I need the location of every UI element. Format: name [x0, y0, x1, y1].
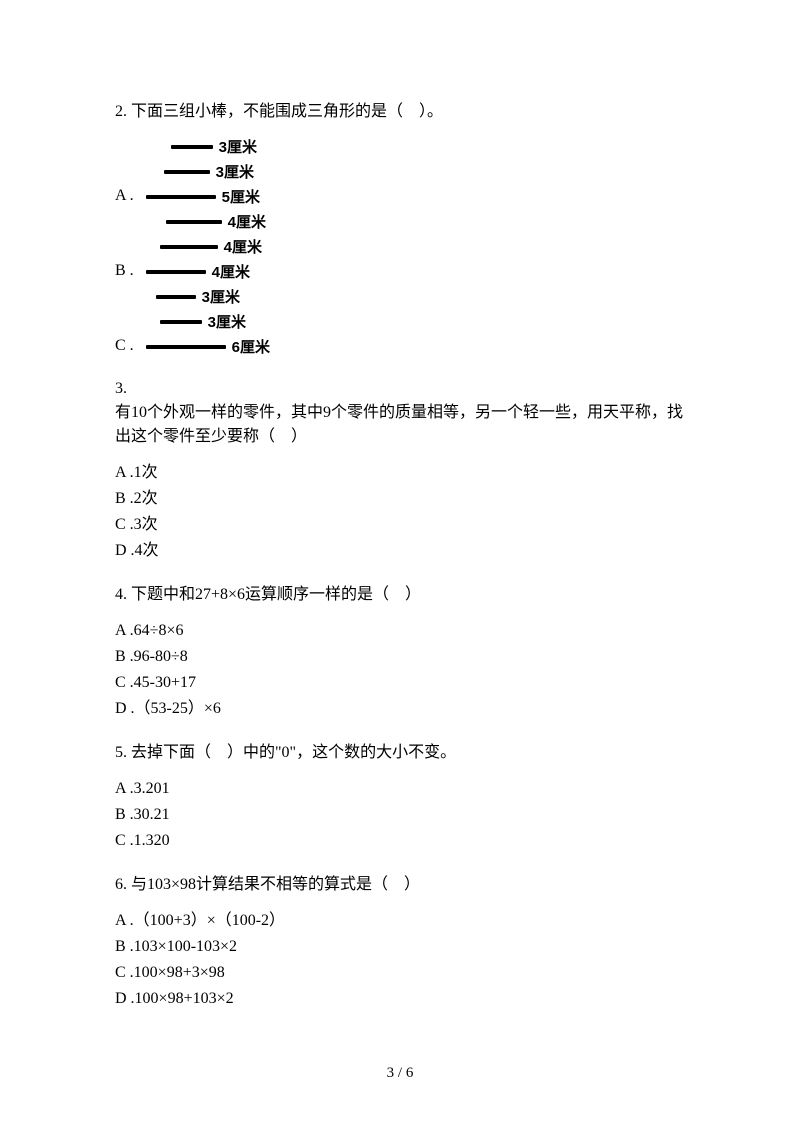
- stick-row: 4厘米: [140, 261, 266, 282]
- q3-option-d: D .4次: [115, 539, 685, 563]
- stick-row: 5厘米: [140, 186, 260, 207]
- q4-option-d: D .（53-25）×6: [115, 697, 685, 721]
- question-5: 5. 去掉下面（ ）中的"0"，这个数的大小不变。 A .3.201 B .30…: [115, 741, 685, 853]
- stick-label: 4厘米: [228, 211, 266, 232]
- stick-line: [166, 220, 222, 224]
- q4-prompt: 4. 下题中和27+8×6运算顺序一样的是（ ）: [115, 583, 685, 607]
- q2-option-a: A . 3厘米 3厘米 5厘米: [115, 136, 685, 207]
- q5-option-c: C .1.320: [115, 829, 685, 853]
- q3-option-b: B .2次: [115, 487, 685, 511]
- q2-prompt: 2. 下面三组小棒，不能围成三角形的是（ ）。: [115, 100, 685, 124]
- q6-option-b: B .103×100-103×2: [115, 935, 685, 959]
- stick-label: 5厘米: [222, 186, 260, 207]
- stick-line: [146, 195, 216, 199]
- q4-option-a: A .64÷8×6: [115, 619, 685, 643]
- stick-line: [156, 295, 196, 299]
- q2-option-a-label: A .: [115, 187, 134, 207]
- q5-option-b: B .30.21: [115, 803, 685, 827]
- stick-line: [160, 320, 202, 324]
- stick-label: 3厘米: [202, 286, 240, 307]
- stick-line: [146, 270, 206, 274]
- question-3: 3. 有10个外观一样的零件，其中9个零件的质量相等，另一个轻一些，用天平称，找…: [115, 377, 685, 563]
- page-number: 3 / 6: [0, 1065, 800, 1082]
- stick-line: [171, 145, 213, 149]
- stick-diagram-b: 4厘米 4厘米 4厘米: [140, 211, 266, 282]
- q5-option-a: A .3.201: [115, 777, 685, 801]
- question-4: 4. 下题中和27+8×6运算顺序一样的是（ ） A .64÷8×6 B .96…: [115, 583, 685, 721]
- stick-label: 4厘米: [212, 261, 250, 282]
- stick-label: 4厘米: [224, 236, 262, 257]
- q2-option-b-label: B .: [115, 262, 134, 282]
- stick-row: 3厘米: [140, 136, 260, 157]
- stick-row: 3厘米: [140, 311, 270, 332]
- q4-option-c: C .45-30+17: [115, 671, 685, 695]
- q2-option-c: C . 3厘米 3厘米 6厘米: [115, 286, 685, 357]
- stick-row: 3厘米: [140, 286, 270, 307]
- stick-row: 4厘米: [140, 211, 266, 232]
- q3-option-a: A .1次: [115, 461, 685, 485]
- stick-label: 3厘米: [208, 311, 246, 332]
- question-6: 6. 与103×98计算结果不相等的算式是（ ） A .（100+3）×（100…: [115, 873, 685, 1011]
- q6-option-a: A .（100+3）×（100-2）: [115, 909, 685, 933]
- q2-option-b: B . 4厘米 4厘米 4厘米: [115, 211, 685, 282]
- question-2: 2. 下面三组小棒，不能围成三角形的是（ ）。 A . 3厘米 3厘米 5厘米 …: [115, 100, 685, 357]
- q6-option-c: C .100×98+3×98: [115, 961, 685, 985]
- stick-diagram-a: 3厘米 3厘米 5厘米: [140, 136, 260, 207]
- stick-line: [146, 345, 226, 349]
- stick-label: 3厘米: [216, 161, 254, 182]
- stick-diagram-c: 3厘米 3厘米 6厘米: [140, 286, 270, 357]
- q3-prompt-wrap: 3. 有10个外观一样的零件，其中9个零件的质量相等，另一个轻一些，用天平称，找…: [115, 377, 685, 449]
- q3-prompt: 有10个外观一样的零件，其中9个零件的质量相等，另一个轻一些，用天平称，找出这个…: [115, 401, 685, 449]
- q3-option-c: C .3次: [115, 513, 685, 537]
- stick-label: 3厘米: [219, 136, 257, 157]
- q4-option-b: B .96-80÷8: [115, 645, 685, 669]
- stick-line: [160, 245, 218, 249]
- q6-option-d: D .100×98+103×2: [115, 987, 685, 1011]
- stick-line: [164, 170, 210, 174]
- q3-number: 3.: [115, 377, 685, 401]
- stick-row: 6厘米: [140, 336, 270, 357]
- stick-row: 4厘米: [140, 236, 266, 257]
- stick-label: 6厘米: [232, 336, 270, 357]
- q2-option-c-label: C .: [115, 337, 134, 357]
- q6-prompt: 6. 与103×98计算结果不相等的算式是（ ）: [115, 873, 685, 897]
- stick-row: 3厘米: [140, 161, 260, 182]
- q5-prompt: 5. 去掉下面（ ）中的"0"，这个数的大小不变。: [115, 741, 685, 765]
